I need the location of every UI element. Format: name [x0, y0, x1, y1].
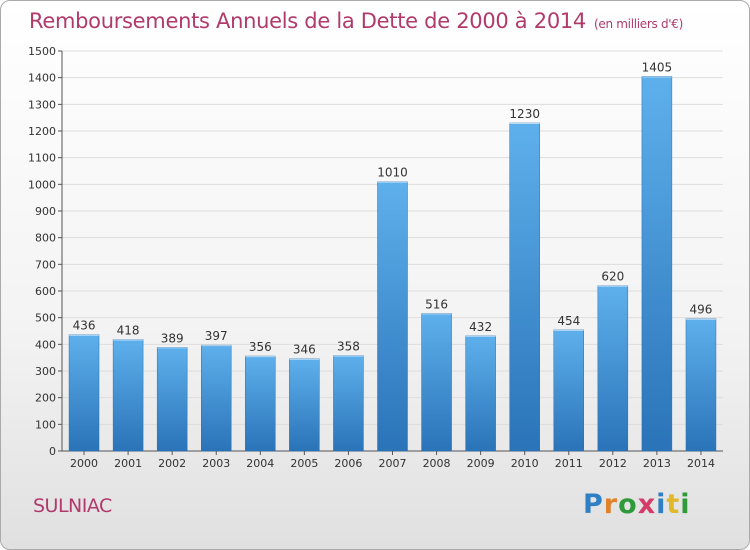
- bar: [685, 318, 717, 452]
- chart-title: Remboursements Annuels de la Dette de 20…: [29, 9, 683, 33]
- x-tick-label: 2014: [687, 457, 715, 470]
- x-tick-label: 2002: [158, 457, 186, 470]
- data-label: 1405: [642, 60, 673, 74]
- x-tick-label: 2012: [599, 457, 627, 470]
- y-tick-label: 600: [35, 285, 56, 298]
- logo-letter: i: [656, 489, 667, 520]
- data-label: 516: [425, 297, 448, 311]
- y-tick-label: 1400: [28, 72, 56, 85]
- bar: [597, 285, 629, 452]
- bar: [68, 334, 100, 452]
- x-tick-label: 2008: [423, 457, 451, 470]
- data-label: 389: [161, 331, 184, 345]
- bar: [465, 335, 496, 452]
- bar: [112, 339, 144, 452]
- x-tick-label: 2003: [202, 457, 230, 470]
- x-tick-label: 2001: [114, 457, 142, 470]
- bar: [289, 358, 320, 452]
- x-tick-label: 2013: [643, 457, 671, 470]
- bar: [377, 181, 408, 452]
- x-tick-label: 2009: [467, 457, 495, 470]
- y-tick-label: 100: [35, 418, 56, 431]
- data-label: 496: [690, 303, 713, 317]
- x-tick-label: 2000: [70, 457, 98, 470]
- data-label: 358: [337, 340, 360, 354]
- bar: [201, 344, 232, 452]
- data-label: 1230: [509, 107, 540, 121]
- logo-letter: o: [618, 489, 638, 520]
- bar: [421, 313, 452, 452]
- chart-subtitle: (en milliers d'€): [594, 17, 684, 31]
- x-tick-label: 2011: [555, 457, 583, 470]
- x-tick-label: 2010: [511, 457, 539, 470]
- bar: [509, 122, 540, 452]
- y-tick-label: 900: [35, 205, 56, 218]
- y-tick-label: 800: [35, 232, 56, 245]
- x-tick-label: 2007: [379, 457, 407, 470]
- y-tick-label: 500: [35, 312, 56, 325]
- logo-letter: t: [666, 489, 681, 520]
- chart-title-text: Remboursements Annuels de la Dette de 20…: [29, 9, 586, 33]
- y-tick-label: 1100: [28, 152, 56, 165]
- logo-letter: P: [583, 489, 604, 520]
- y-tick-label: 700: [35, 258, 56, 271]
- data-label: 436: [73, 319, 96, 333]
- y-tick-label: 400: [35, 338, 56, 351]
- data-label: 454: [557, 314, 580, 328]
- data-label: 418: [117, 324, 140, 338]
- logo-letter: x: [637, 489, 657, 520]
- bar: [641, 76, 673, 452]
- data-label: 1010: [377, 166, 408, 180]
- logo-letter: r: [603, 489, 619, 520]
- bar: [156, 347, 188, 452]
- bar: [333, 355, 364, 452]
- y-tick-label: 1300: [28, 98, 56, 111]
- y-tick-label: 0: [49, 445, 56, 458]
- x-tick-label: 2005: [290, 457, 318, 470]
- data-label: 432: [469, 320, 492, 334]
- y-tick-label: 200: [35, 392, 56, 405]
- data-label: 346: [293, 343, 316, 357]
- place-name: SULNIAC: [33, 495, 112, 517]
- data-label: 620: [601, 270, 624, 284]
- y-tick-label: 1000: [28, 178, 56, 191]
- data-label: 397: [205, 329, 228, 343]
- logo-letter: i: [680, 489, 691, 520]
- proxiti-logo: Proxiti: [583, 489, 691, 520]
- bar: [553, 329, 584, 452]
- x-tick-label: 2006: [334, 457, 362, 470]
- bar: [245, 355, 276, 452]
- x-tick-label: 2004: [246, 457, 274, 470]
- y-tick-label: 1200: [28, 125, 56, 138]
- y-tick-label: 1500: [28, 45, 56, 58]
- data-label: 356: [249, 340, 272, 354]
- y-tick-label: 300: [35, 365, 56, 378]
